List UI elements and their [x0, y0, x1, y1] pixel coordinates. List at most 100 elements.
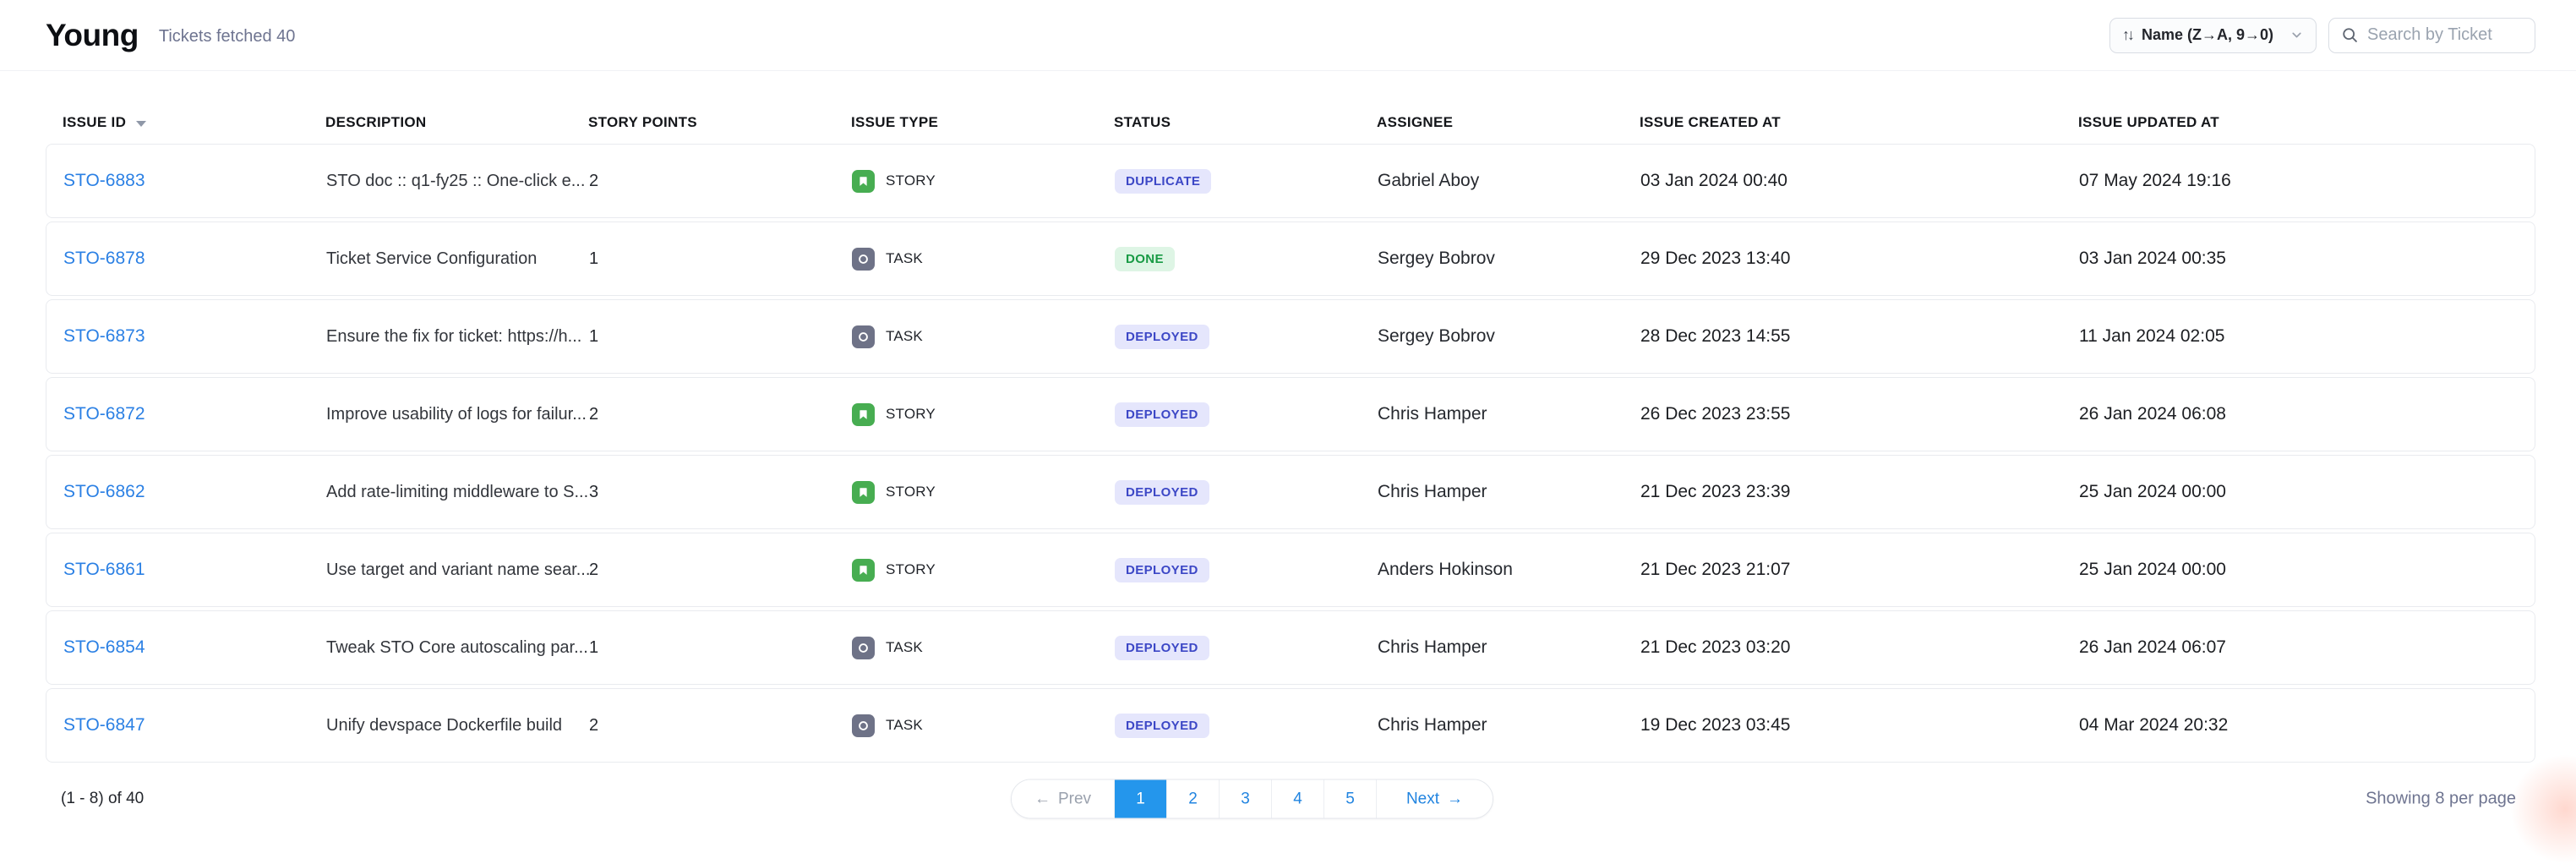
issue-created-at: 21 Dec 2023 03:20 [1640, 637, 1791, 657]
table-row: STO-6878 Ticket Service Configuration 1 … [46, 221, 2535, 296]
issue-type-label: TASK [886, 639, 923, 655]
issue-id-link[interactable]: STO-6862 [63, 482, 145, 501]
issue-updated-at: 03 Jan 2024 00:35 [2079, 249, 2226, 268]
issue-created-at: 26 Dec 2023 23:55 [1640, 404, 1791, 424]
story-points-value: 2 [589, 171, 599, 190]
sort-caret-icon [136, 120, 147, 127]
story-points-value: 2 [589, 404, 599, 424]
issue-type-cell: STORY [852, 169, 1115, 193]
issue-type-label: STORY [886, 561, 936, 577]
prev-button[interactable]: ← Prev [1012, 779, 1115, 818]
story-points-value: 2 [589, 715, 599, 735]
per-page-label: Showing 8 per page [2366, 789, 2516, 808]
story-icon [852, 402, 875, 426]
issue-type-label: TASK [886, 328, 923, 344]
issue-id-link[interactable]: STO-6854 [63, 637, 145, 657]
page-button-1[interactable]: 1 [1115, 779, 1167, 818]
page-button-2[interactable]: 2 [1167, 779, 1220, 818]
assignee-name: Chris Hamper [1378, 715, 1487, 735]
column-header-issue-updated-at: ISSUE UPDATED AT [2078, 114, 2219, 130]
tickets-table: ISSUE ID DESCRIPTION STORY POINTS ISSUE … [0, 105, 2576, 763]
table-row: STO-6883 STO doc :: q1-fy25 :: One-click… [46, 144, 2535, 218]
issue-updated-at: 25 Jan 2024 00:00 [2079, 560, 2226, 579]
task-icon [852, 247, 875, 271]
issue-created-at: 21 Dec 2023 23:39 [1640, 482, 1791, 501]
task-icon [852, 714, 875, 737]
status-badge: DEPLOYED [1115, 713, 1209, 738]
table-row: STO-6854 Tweak STO Core autoscaling par.… [46, 610, 2535, 685]
sort-selected-value: Name (Z→A, 9→0) [2142, 26, 2274, 43]
page-button-5[interactable]: 5 [1324, 779, 1377, 818]
column-header-assignee: ASSIGNEE [1377, 114, 1454, 130]
issue-type-label: TASK [886, 250, 923, 266]
issue-updated-at: 11 Jan 2024 02:05 [2079, 326, 2225, 346]
arrow-right-icon: → [1447, 790, 1464, 808]
column-header-issue-created-at: ISSUE CREATED AT [1640, 114, 1781, 130]
issue-type-cell: STORY [852, 480, 1115, 504]
column-header-description: DESCRIPTION [325, 114, 427, 130]
issue-id-link[interactable]: STO-6847 [63, 715, 145, 735]
issue-updated-at: 26 Jan 2024 06:08 [2079, 404, 2226, 424]
assignee-name: Anders Hokinson [1378, 560, 1513, 579]
issue-type-cell: TASK [852, 325, 1115, 348]
story-points-value: 1 [589, 326, 599, 346]
status-badge: DEPLOYED [1115, 557, 1209, 582]
search-box[interactable] [2328, 17, 2535, 53]
status-badge: DONE [1115, 246, 1175, 271]
column-header-story-points: STORY POINTS [588, 114, 697, 130]
issue-description: Ensure the fix for ticket: https://h... [326, 326, 582, 346]
issue-created-at: 03 Jan 2024 00:40 [1640, 171, 1787, 190]
next-button[interactable]: Next → [1377, 779, 1493, 818]
app-header: Young Tickets fetched 40 ↑↓ Name (Z→A, 9… [0, 0, 2576, 71]
story-points-value: 2 [589, 560, 599, 579]
issue-id-link[interactable]: STO-6883 [63, 171, 145, 190]
sort-dropdown[interactable]: ↑↓ Name (Z→A, 9→0) [2109, 17, 2317, 53]
issue-updated-at: 04 Mar 2024 20:32 [2079, 715, 2229, 735]
chevron-down-icon [2289, 28, 2304, 42]
column-header-issue-id[interactable]: ISSUE ID [63, 114, 325, 131]
assignee-name: Chris Hamper [1378, 482, 1487, 501]
issue-id-link[interactable]: STO-6878 [63, 249, 145, 268]
issue-updated-at: 07 May 2024 19:16 [2079, 171, 2231, 190]
table-row: STO-6847 Unify devspace Dockerfile build… [46, 688, 2535, 763]
issue-created-at: 29 Dec 2023 13:40 [1640, 249, 1791, 268]
header-controls: ↑↓ Name (Z→A, 9→0) [2109, 17, 2535, 53]
status-badge: DEPLOYED [1115, 324, 1209, 349]
issue-description: Use target and variant name sear... [326, 560, 589, 579]
issue-type-label: STORY [886, 484, 936, 500]
table-row: STO-6873 Ensure the fix for ticket: http… [46, 299, 2535, 374]
status-badge: DEPLOYED [1115, 402, 1209, 427]
issue-description: STO doc :: q1-fy25 :: One-click e... [326, 171, 586, 190]
table-row: STO-6861 Use target and variant name sea… [46, 533, 2535, 607]
column-header-status: STATUS [1114, 114, 1171, 130]
task-icon [852, 636, 875, 659]
issue-type-cell: TASK [852, 636, 1115, 659]
issue-id-link[interactable]: STO-6861 [63, 560, 145, 579]
issue-created-at: 19 Dec 2023 03:45 [1640, 715, 1791, 735]
search-input[interactable] [2367, 25, 2523, 45]
page-button-4[interactable]: 4 [1272, 779, 1324, 818]
range-label: (1 - 8) of 40 [61, 790, 145, 807]
story-icon [852, 558, 875, 582]
page-button-3[interactable]: 3 [1220, 779, 1272, 818]
issue-id-link[interactable]: STO-6873 [63, 326, 145, 346]
story-points-value: 3 [589, 482, 599, 501]
issue-updated-at: 25 Jan 2024 00:00 [2079, 482, 2226, 501]
story-icon [852, 480, 875, 504]
assignee-name: Gabriel Aboy [1378, 171, 1480, 190]
issue-id-link[interactable]: STO-6872 [63, 404, 145, 424]
issue-type-cell: STORY [852, 402, 1115, 426]
tickets-fetched-label: Tickets fetched 40 [158, 27, 296, 46]
page-title: Young [46, 17, 139, 52]
assignee-name: Sergey Bobrov [1378, 249, 1495, 268]
issue-type-cell: STORY [852, 558, 1115, 582]
story-icon [852, 169, 875, 193]
table-body: STO-6883 STO doc :: q1-fy25 :: One-click… [46, 144, 2535, 763]
table-row: STO-6872 Improve usability of logs for f… [46, 377, 2535, 451]
status-badge: DEPLOYED [1115, 479, 1209, 505]
assignee-name: Chris Hamper [1378, 404, 1487, 424]
status-badge: DEPLOYED [1115, 635, 1209, 660]
